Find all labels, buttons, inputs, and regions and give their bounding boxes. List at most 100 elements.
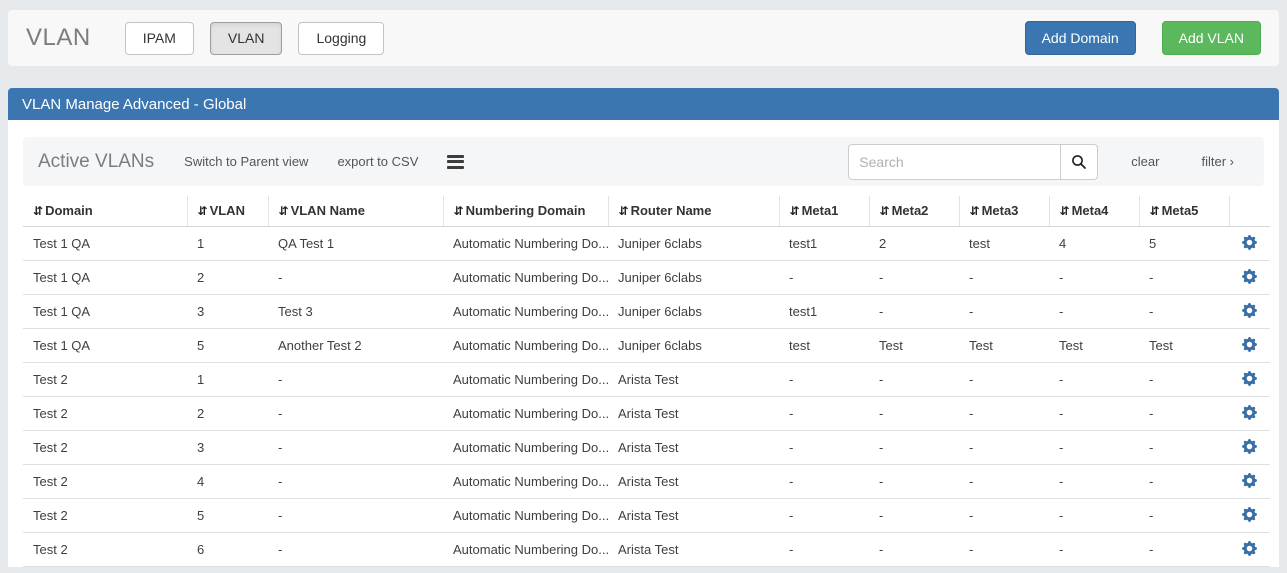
cell-meta1: - [779,498,869,533]
cell-domain: Test 1 QA [23,226,187,261]
add-domain-button[interactable]: Add Domain [1024,21,1136,55]
gear-icon[interactable] [1240,437,1259,456]
table-row: Test 1 QA 5 Another Test 2 Automatic Number… [23,328,1270,363]
gear-icon[interactable] [1240,233,1259,252]
cell-numbering-domain: Automatic Numbering Do... [443,362,608,397]
gear-icon[interactable] [1240,369,1259,388]
cell-meta3: - [959,498,1049,533]
table-toolbar: Active VLANs Switch to Parent view expor… [23,137,1264,186]
cell-router-name: Arista Test [608,464,779,499]
cell-domain: Test 2 [23,464,187,499]
column-header-router-name[interactable]: ⇵ Router Name [607,196,779,227]
cell-domain: Test 1 QA [23,260,187,295]
cell-domain: Test 1 QA [23,328,187,363]
cell-meta4: - [1049,464,1139,499]
cell-router-name: Arista Test [608,498,779,533]
cell-numbering-domain: Automatic Numbering Do... [443,396,608,431]
panel-title: VLAN Manage Advanced - Global [8,88,1279,120]
gear-icon[interactable] [1240,335,1259,354]
row-actions-cell [1229,226,1270,261]
column-header-meta2[interactable]: ⇵ Meta2 [868,196,959,227]
cell-vlan: 3 [187,294,268,329]
cell-domain: Test 2 [23,532,187,567]
cell-meta4: - [1049,294,1139,329]
cell-vlan-name: Another Test 2 [268,328,443,363]
vlan-manage-panel: VLAN Manage Advanced - Global Active VLA… [8,88,1279,567]
row-actions-cell [1229,464,1270,499]
column-header-vlan[interactable]: ⇵ VLAN [186,196,268,227]
row-actions-cell [1229,430,1270,465]
switch-to-parent-view-link[interactable]: Switch to Parent view [184,154,309,169]
column-header-meta1[interactable]: ⇵ Meta1 [778,196,869,227]
cell-meta1: - [779,362,869,397]
hamburger-icon[interactable] [447,152,465,171]
export-to-csv-link[interactable]: export to CSV [337,154,419,169]
column-header-vlan-name[interactable]: ⇵ VLAN Name [267,196,443,227]
cell-meta5: - [1139,362,1229,397]
gear-icon[interactable] [1240,267,1259,286]
tab-vlan[interactable]: VLAN [209,21,283,55]
cell-domain: Test 2 [23,396,187,431]
cell-meta2: - [869,294,959,329]
panel-body: Active VLANs Switch to Parent view expor… [8,120,1279,567]
column-header-label: VLAN Name [290,203,365,219]
table-row: Test 1 QA 2- Automatic Numbering Do... Juni… [23,260,1270,295]
column-header-meta5[interactable]: ⇵ Meta5 [1138,196,1229,227]
cell-vlan-name: - [268,532,443,567]
column-header-label: Meta5 [1161,203,1199,219]
gear-icon[interactable] [1240,539,1259,558]
filter-link[interactable]: filter › [1201,154,1234,169]
cell-meta4: - [1049,498,1139,533]
cell-vlan-name: - [268,362,443,397]
cell-domain: Test 1 QA [23,294,187,329]
cell-vlan-name: - [268,464,443,499]
row-actions-cell [1229,498,1270,533]
cell-vlan: 1 [187,226,268,261]
cell-numbering-domain: Automatic Numbering Do... [443,294,608,329]
gear-icon[interactable] [1240,403,1259,422]
cell-vlan: 2 [187,260,268,295]
cell-meta1: - [779,464,869,499]
cell-vlan: 4 [187,464,268,499]
table-row: Test 2 4- Automatic Numbering Do... Arista … [23,464,1270,499]
search-input[interactable] [848,143,1061,180]
column-header-meta3[interactable]: ⇵ Meta3 [958,196,1049,227]
cell-vlan: 1 [187,362,268,397]
column-header-numbering-domain[interactable]: ⇵ Numbering Domain [442,196,608,227]
tab-ipam[interactable]: IPAM [124,21,194,55]
cell-meta5: - [1139,260,1229,295]
sort-icon: ⇵ [879,204,890,219]
column-header-meta4[interactable]: ⇵ Meta4 [1048,196,1139,227]
cell-numbering-domain: Automatic Numbering Do... [443,498,608,533]
cell-meta4: - [1049,362,1139,397]
cell-router-name: Juniper 6clabs [608,226,779,261]
gear-icon[interactable] [1240,471,1259,490]
cell-numbering-domain: Automatic Numbering Do... [443,328,608,363]
cell-vlan: 5 [187,498,268,533]
cell-meta3: - [959,260,1049,295]
cell-meta1: test1 [779,226,869,261]
search-button[interactable] [1060,143,1099,180]
tab-logging[interactable]: Logging [298,21,385,55]
column-header-label: VLAN [209,203,245,219]
cell-router-name: Arista Test [608,532,779,567]
cell-meta2: - [869,362,959,397]
add-vlan-button[interactable]: Add VLAN [1161,21,1261,55]
cell-meta5: 5 [1139,226,1229,261]
cell-meta2: - [869,464,959,499]
gear-icon[interactable] [1240,505,1259,524]
cell-meta3: test [959,226,1049,261]
gear-icon[interactable] [1240,301,1259,320]
cell-meta2: - [869,260,959,295]
cell-meta4: - [1049,260,1139,295]
cell-vlan: 5 [187,328,268,363]
cell-meta4: Test [1049,328,1139,363]
cell-domain: Test 2 [23,498,187,533]
cell-numbering-domain: Automatic Numbering Do... [443,532,608,567]
cell-meta2: - [869,498,959,533]
page-title: VLAN [26,24,91,51]
vlan-table: ⇵ Domain ⇵ VLAN ⇵ VLAN Name ⇵ Numbering Domain ⇵… [23,196,1270,567]
clear-link[interactable]: clear [1131,154,1160,169]
table-row: Test 1 QA 3 Test 3 Automatic Numbering Do..… [23,294,1270,329]
column-header-domain[interactable]: ⇵ Domain [23,196,187,227]
